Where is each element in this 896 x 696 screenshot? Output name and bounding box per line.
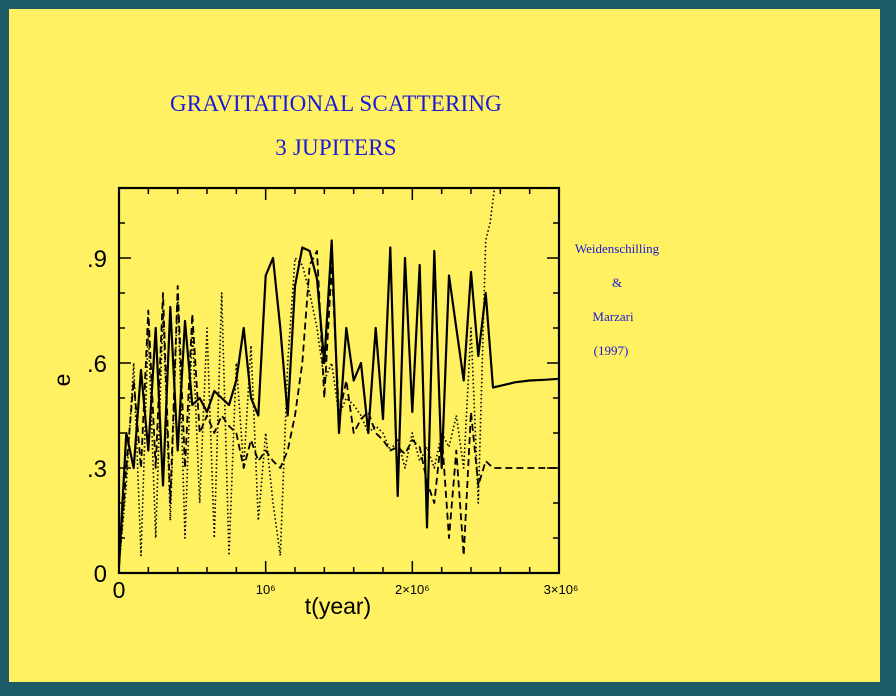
y-tick-label: .9 [87,246,107,273]
y-axis-label: e [49,374,75,387]
credit-author-2: Marzari [592,309,634,324]
y-tick-label: 0 [94,561,107,588]
y-tick-label: .3 [87,456,107,483]
series-layer [119,188,559,567]
plot-frame [117,186,561,575]
slide-subtitle: 3 JUPITERS [275,135,397,160]
series-line-2 [119,250,559,567]
labels-layer: t(year) e [49,374,371,619]
credit-author-1: Weidenschilling [574,241,660,256]
credit-ampersand: & [611,275,623,290]
ticks-layer: 0 .3 .6 .9 0 10⁶ 2×10⁶ 3×10⁶ [87,187,579,603]
series-line-1 [119,239,559,567]
x-axis-label: t(year) [305,593,371,619]
x-tick-label: 3×10⁶ [544,582,579,597]
slide-title: GRAVITATIONAL SCATTERING [170,91,502,116]
x-tick-label: 0 [113,577,126,603]
credit-year: (1997) [593,343,629,358]
x-tick-label: 10⁶ [256,582,276,597]
y-tick-label: .6 [87,351,107,378]
x-tick-label: 2×10⁶ [395,582,430,597]
